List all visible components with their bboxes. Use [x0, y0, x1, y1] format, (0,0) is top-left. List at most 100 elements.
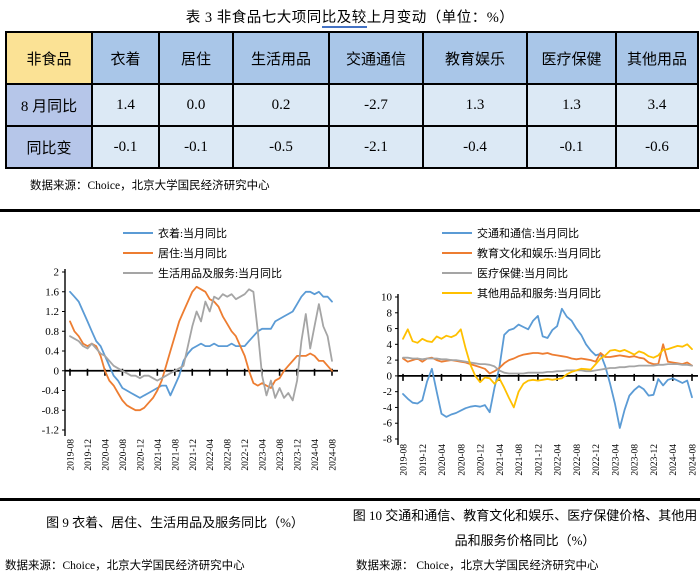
svg-text:2023-08: 2023-08	[276, 439, 286, 471]
daily-goods-line-swatch	[123, 272, 153, 274]
figure9-caption: 图 9 衣着、居住、生活用品及服务同比（%）	[46, 515, 304, 530]
svg-text:2020-12: 2020-12	[477, 444, 487, 476]
cell-yoy-transport: -2.7	[328, 83, 424, 127]
table-title-underlined: 比及较	[321, 10, 367, 28]
svg-text:2019-12: 2019-12	[419, 444, 429, 476]
svg-text:2022-08: 2022-08	[573, 444, 583, 476]
svg-text:-1.2: -1.2	[42, 425, 59, 437]
svg-text:2024-08: 2024-08	[689, 444, 699, 476]
table-header-other: 其他用品	[615, 31, 699, 85]
svg-text:2021-12: 2021-12	[189, 439, 199, 471]
table-header-education: 教育娱乐	[422, 31, 528, 85]
svg-text:2019-08: 2019-08	[400, 444, 410, 476]
cell-yoy-education: 1.3	[422, 83, 528, 127]
figure10-caption: 图 10 交通和通信、教育文化和娱乐、医疗保健价格、其他用品和服务价格同比（%）	[352, 508, 698, 548]
table-title-post: 上月变动（单位：%）	[366, 10, 515, 26]
svg-text:1.6: 1.6	[45, 286, 59, 298]
svg-text:2020-08: 2020-08	[119, 439, 129, 471]
legend-item-healthcare: 医疗保健:当月同比	[442, 263, 601, 283]
other-goods-line-swatch	[442, 292, 472, 294]
figure9-data-source: 数据来源：Choice，北京大学国民经济研究中心	[5, 560, 245, 572]
svg-text:2023-04: 2023-04	[259, 439, 269, 471]
healthcare-line-swatch	[442, 272, 472, 274]
table-header-housing: 居住	[158, 31, 234, 85]
svg-text:2022-08: 2022-08	[224, 439, 234, 471]
table-header-clothing: 衣着	[91, 31, 160, 85]
chart-left-panel: 2 1.6 1.2 0.8 0.4 0 -0.4 -0.8 -1.2 2019-08 2019-12…	[5, 213, 345, 497]
legend-label-other-goods: 其他用品和服务:当月同比	[477, 288, 602, 300]
nonfood-table: 非食品 衣着 居住 生活用品 交通通信 教育娱乐 医疗保健 其他用品 8 月同比…	[5, 31, 699, 169]
legend-label-clothing: 衣着:当月同比	[158, 228, 228, 240]
transport-line-swatch	[442, 232, 472, 234]
figure9-legend: 衣着:当月同比 居住:当月同比 生活用品及服务:当月同比	[123, 223, 282, 283]
svg-text:2023-04: 2023-04	[611, 444, 621, 476]
table-corner-cell: 非食品	[5, 31, 93, 85]
svg-text:-0.8: -0.8	[42, 405, 60, 417]
divider-top	[0, 209, 700, 212]
cell-chg-daily-goods: -0.5	[232, 125, 330, 169]
legend-item-transport: 交通和通信:当月同比	[442, 223, 601, 243]
cell-chg-other: -0.6	[615, 125, 699, 169]
cell-chg-healthcare: -0.1	[526, 125, 617, 169]
table-row-yoy: 8 月同比 1.4 0.0 0.2 -2.7 1.3 1.3 3.4	[5, 83, 699, 127]
cell-chg-housing: -0.1	[158, 125, 234, 169]
table-data-source: 数据来源：Choice，北京大学国民经济研究中心	[30, 180, 270, 192]
legend-label-education: 教育文化和娱乐:当月同比	[477, 248, 602, 260]
cell-chg-clothing: -0.1	[91, 125, 160, 169]
cell-chg-education: -0.4	[422, 125, 528, 169]
svg-text:4: 4	[387, 339, 393, 351]
svg-text:-8: -8	[383, 434, 393, 446]
chart-right-panel: 10 8 6 4 2 0 -2 -4 -6 -8 2019-08 2019-12 2020-04 2020…	[350, 213, 700, 497]
svg-text:2023-12: 2023-12	[650, 444, 660, 476]
svg-text:6: 6	[387, 323, 393, 335]
figure10-legend: 交通和通信:当月同比 教育文化和娱乐:当月同比 医疗保健:当月同比 其他用品和服…	[442, 223, 601, 303]
legend-label-housing: 居住:当月同比	[158, 248, 228, 260]
svg-text:2021-04: 2021-04	[154, 439, 164, 471]
svg-text:0: 0	[387, 370, 393, 382]
svg-text:-6: -6	[383, 418, 393, 430]
svg-text:-0.4: -0.4	[42, 385, 60, 397]
svg-text:2020-04: 2020-04	[101, 439, 111, 471]
svg-text:0.8: 0.8	[45, 326, 59, 338]
table-header-healthcare: 医疗保健	[526, 31, 617, 85]
legend-label-transport: 交通和通信:当月同比	[477, 228, 580, 240]
svg-text:2024-08: 2024-08	[329, 439, 339, 471]
svg-text:2022-04: 2022-04	[206, 439, 216, 471]
table-title-pre: 表 3 非食品七大项同	[185, 10, 322, 26]
svg-text:-4: -4	[383, 402, 393, 414]
svg-text:0: 0	[54, 365, 60, 377]
svg-text:-2: -2	[383, 386, 392, 398]
svg-text:2021-08: 2021-08	[171, 439, 181, 471]
figure10-line-chart: 10 8 6 4 2 0 -2 -4 -6 -8 2019-08 2019-12 2020-04 2020…	[381, 292, 699, 476]
legend-label-daily-goods: 生活用品及服务:当月同比	[158, 268, 283, 280]
svg-text:2023-12: 2023-12	[294, 439, 304, 471]
svg-text:2019-08: 2019-08	[67, 439, 77, 471]
svg-text:2024-04: 2024-04	[311, 439, 321, 471]
cell-yoy-clothing: 1.4	[91, 83, 160, 127]
svg-text:2024-04: 2024-04	[669, 444, 679, 476]
svg-text:2: 2	[54, 267, 60, 279]
svg-text:2022-04: 2022-04	[554, 444, 564, 476]
row-label-august-yoy: 8 月同比	[5, 83, 93, 127]
cell-yoy-other: 3.4	[615, 83, 699, 127]
legend-item-education: 教育文化和娱乐:当月同比	[442, 243, 601, 263]
svg-text:2022-12: 2022-12	[241, 439, 251, 471]
svg-text:0.4: 0.4	[45, 346, 59, 358]
legend-item-daily-goods: 生活用品及服务:当月同比	[123, 263, 282, 283]
legend-item-clothing: 衣着:当月同比	[123, 223, 282, 243]
table-title: 表 3 非食品七大项同比及较上月变动（单位：%）	[0, 6, 700, 28]
svg-text:2021-12: 2021-12	[534, 444, 544, 476]
svg-text:2020-04: 2020-04	[438, 444, 448, 476]
svg-text:8: 8	[387, 307, 393, 319]
svg-text:2021-04: 2021-04	[496, 444, 506, 476]
housing-line-swatch	[123, 252, 153, 254]
clothing-line-swatch	[123, 232, 153, 234]
figure10-data-source: 数据来源： Choice，北京大学国民经济研究中心	[356, 560, 599, 572]
table-header-transport: 交通通信	[328, 31, 424, 85]
legend-label-healthcare: 医疗保健:当月同比	[477, 268, 569, 280]
cell-yoy-daily-goods: 0.2	[232, 83, 330, 127]
svg-text:2020-08: 2020-08	[457, 444, 467, 476]
svg-text:10: 10	[381, 292, 393, 304]
svg-text:2023-08: 2023-08	[631, 444, 641, 476]
